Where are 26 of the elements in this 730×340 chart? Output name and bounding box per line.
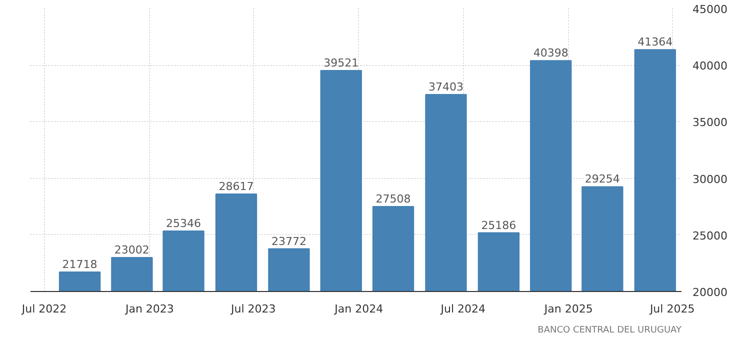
data-label: 28617 [218, 180, 254, 193]
data-label: 27508 [376, 192, 411, 206]
y-tick-label: 45000 [692, 3, 728, 16]
data-label: 40398 [533, 46, 568, 60]
data-label: 21718 [62, 258, 98, 272]
data-label: 41364 [638, 36, 673, 49]
y-tick-label: 30000 [692, 172, 728, 186]
x-tick-label: Jul 2025 [648, 302, 695, 316]
y-tick-label: 35000 [692, 116, 728, 130]
data-label: 23772 [271, 234, 306, 248]
y-tick-label: 20000 [692, 286, 728, 299]
x-tick-label: Jan 2025 [543, 302, 593, 316]
data-label: 37403 [428, 80, 464, 94]
x-tick-label: Jul 2023 [230, 302, 276, 316]
data-label: 23002 [114, 244, 150, 257]
text: BANCO CENTRAL DEL URUGUAY [538, 326, 682, 336]
data-label: 39521 [324, 56, 359, 70]
y-tick-label: 25000 [692, 229, 728, 242]
x-tick-label: Jul 2022 [20, 302, 67, 316]
x-tick-label: Jan 2023 [124, 302, 174, 316]
x-tick-label: Jan 2024 [334, 302, 384, 316]
data-label: 29254 [584, 172, 620, 186]
data-label: 25186 [481, 218, 516, 232]
x-tick-label: Jul 2024 [440, 302, 486, 316]
data-label: 25346 [166, 216, 202, 230]
y-tick-label: 40000 [692, 60, 728, 73]
